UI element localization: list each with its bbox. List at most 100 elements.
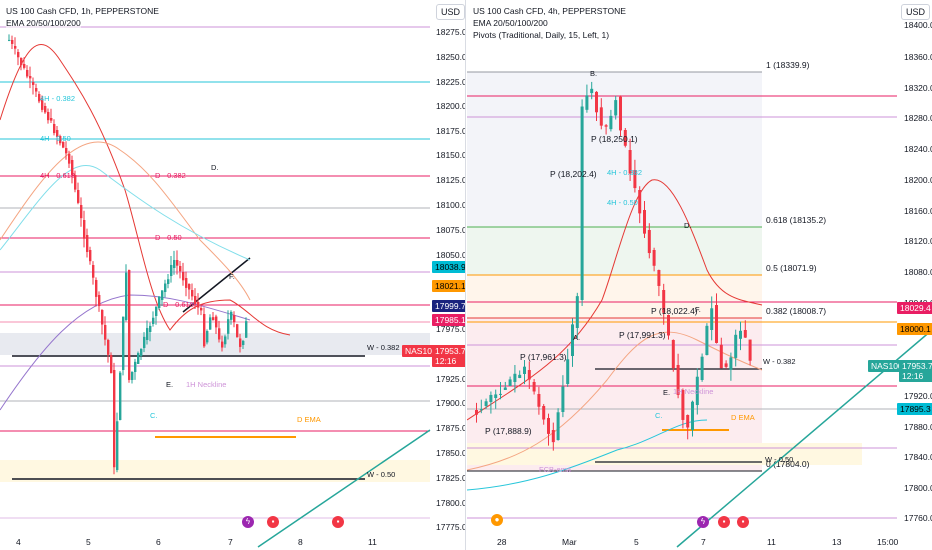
lightning-icon[interactable]: ϟ [697, 516, 709, 528]
ema50-line [467, 331, 763, 471]
price-tick: 18050.0 [436, 250, 466, 260]
flag-icon[interactable]: ▪ [332, 516, 344, 528]
pivot-label: P (18,250.1) [591, 134, 638, 144]
candle-body [705, 325, 709, 355]
fib-4h-618-label: 4H - 0.618 [40, 171, 75, 180]
price-tick: 18100.0 [436, 200, 466, 210]
candle-body [131, 371, 134, 380]
candle-body [98, 295, 101, 307]
fib-level-label: 0.382 (18008.7) [766, 306, 826, 316]
candle-body [146, 328, 149, 340]
price-tick: 18120.0 [904, 236, 932, 246]
ema20-line [0, 43, 291, 336]
candle-body [227, 319, 230, 334]
price-tag-ema-pink: 18029.4 [897, 302, 932, 314]
price-tick: 17825.0 [436, 473, 466, 483]
price-tick: 18175.0 [436, 126, 466, 136]
point-c-label: C. [150, 411, 158, 420]
candle-body [44, 106, 47, 113]
candle-body [566, 359, 570, 384]
candle-body [203, 314, 206, 347]
lightning-icon[interactable]: ϟ [242, 516, 254, 528]
price-tick: 18160.0 [904, 206, 932, 216]
zone-range [0, 333, 430, 355]
weekly-50-label: W - 0.50 [367, 470, 395, 479]
fib-level-label: 0.618 (18135.2) [766, 215, 826, 225]
candle-body [527, 370, 531, 380]
candle-body [167, 279, 170, 284]
flag-icon[interactable]: ▪ [267, 516, 279, 528]
currency-button-1h[interactable]: USD [436, 4, 465, 20]
ema100-line [0, 164, 251, 261]
candle-body [110, 355, 113, 374]
chart-pane-1h[interactable]: 18275.0 18250.0 18225.0 18200.0 18175.0 18150… [0, 0, 466, 550]
pumpkin-icon[interactable]: ● [491, 514, 503, 526]
candle-body [715, 305, 718, 343]
candle-body [26, 70, 29, 77]
candle-body [638, 190, 642, 214]
pivot-label: P (17,888.9) [485, 426, 532, 436]
candle-body [676, 365, 680, 395]
candle-body [20, 58, 23, 66]
currency-button-4h[interactable]: USD [901, 4, 931, 20]
price-tick: 17800.0 [436, 498, 466, 508]
candle-body [8, 39, 11, 41]
daily-ema-label: D EMA [731, 413, 755, 422]
candle-body [662, 290, 666, 313]
candle-body [671, 340, 675, 369]
time-tick: 28 [497, 537, 507, 547]
candle-body [116, 421, 119, 470]
candle-body [575, 296, 579, 328]
flag-icon[interactable]: ▪ [718, 516, 730, 528]
candle-body [206, 331, 209, 343]
candle-body [599, 107, 603, 126]
pivot-label: P (17,961.3) [520, 352, 567, 362]
chart-pane-4h[interactable]: 18400.0 18360.0 18320.0 18280.0 18240.0 18200… [467, 0, 932, 550]
candle-body [489, 394, 493, 402]
point-d-label: D. [684, 221, 692, 230]
time-tick: 5 [634, 537, 639, 547]
candle-body [590, 88, 594, 94]
candle-body [729, 357, 733, 370]
chart-canvas-1h[interactable]: 18275.0 18250.0 18225.0 18200.0 18175.0 18150… [0, 0, 466, 550]
pivots-label-4h[interactable]: Pivots (Traditional, Daily, 15, Left, 1) [473, 30, 610, 40]
chart-canvas-4h[interactable]: 18400.0 18360.0 18320.0 18280.0 18240.0 18200… [467, 0, 932, 550]
candle-body [700, 356, 704, 380]
price-tag-ema200: 17985.1 [432, 314, 465, 326]
candle-body [194, 296, 197, 305]
last-price-tag-4h: 17953.7 12:16 [899, 360, 932, 382]
fib-4h-label: 4H - 0.382 [607, 168, 642, 177]
candle-body [571, 324, 574, 356]
chart-title-4h: US 100 Cash CFD, 4h, PEPPERSTONE [473, 6, 626, 16]
candle-body [32, 82, 35, 85]
neckline-label: 1H Neckline [186, 380, 226, 389]
fib-zone-618 [467, 227, 762, 275]
candle-body [580, 106, 584, 301]
candle-body [185, 278, 188, 288]
candle-body [230, 311, 233, 320]
indicator-label-4h[interactable]: EMA 20/50/100/200 [473, 18, 548, 28]
price-tick: 18150.0 [436, 150, 466, 160]
flag-icon[interactable]: ▪ [737, 516, 749, 528]
zone-weekly-50 [0, 460, 430, 482]
candle-body [614, 100, 618, 116]
candle-body [494, 394, 498, 398]
symbol-tag-1h: NAS100 [402, 345, 440, 357]
indicator-label-1h[interactable]: EMA 20/50/100/200 [6, 18, 81, 28]
daily-ema-label: D EMA [297, 415, 321, 424]
candle-body [647, 230, 651, 254]
last-price-tag-1h: 17953.7 12:16 [432, 345, 465, 367]
candle-body [155, 306, 158, 316]
price-tick: 17775.0 [436, 522, 466, 532]
candle-body [143, 336, 146, 348]
point-f-label: F. [229, 272, 235, 281]
candle-body [86, 235, 89, 252]
weekly-382-label: W - 0.382 [763, 357, 796, 366]
candle-body [242, 340, 245, 345]
fib-4h-label: 4H - 0.382 [40, 94, 75, 103]
point-b-label: B. [590, 69, 597, 78]
daily-50-label: D - 0.50 [155, 233, 182, 242]
candle-body [188, 284, 191, 290]
price-tag-ema50: 18021.1 [432, 280, 465, 292]
candle-body [197, 302, 200, 308]
